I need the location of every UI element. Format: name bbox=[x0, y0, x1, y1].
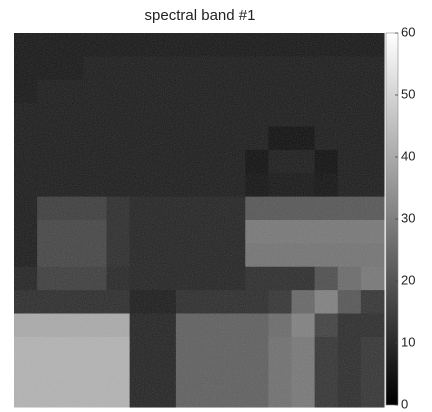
colorbar-tick-label: 40 bbox=[401, 148, 415, 163]
chart: spectral band #1 0 10 20 30 40 50 60 bbox=[0, 0, 432, 412]
colorbar-tick-label: 30 bbox=[401, 210, 415, 225]
colorbar-tick-label: 20 bbox=[401, 272, 415, 287]
noise-texture bbox=[14, 33, 384, 407]
colorbar-tick-label: 10 bbox=[401, 334, 415, 349]
chart-title: spectral band #1 bbox=[145, 7, 256, 24]
colorbar-tick-label: 60 bbox=[401, 24, 415, 39]
colorbar-tick-label: 0 bbox=[401, 396, 408, 411]
colorbar-tick-label: 50 bbox=[401, 86, 415, 101]
page: {"chart_data": {"type": "heatmap", "titl… bbox=[0, 0, 432, 412]
